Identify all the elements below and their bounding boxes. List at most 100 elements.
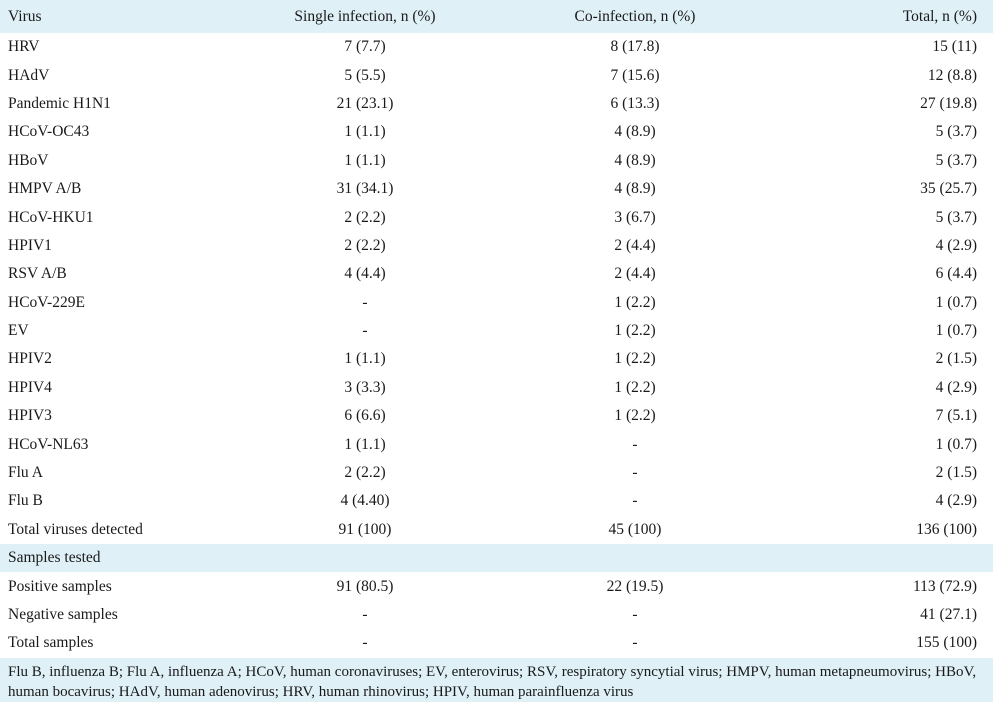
cell-co: - <box>632 634 638 652</box>
cell-virus: Pandemic H1N1 <box>8 94 111 112</box>
cell-virus: EV <box>8 322 29 340</box>
header-single: Single infection, n (%) <box>294 7 436 25</box>
cell-single: 6 (6.6) <box>344 407 386 425</box>
section-row: Samples tested <box>0 544 993 573</box>
cell-single: 7 (7.7) <box>344 38 386 56</box>
table-row: HPIV2 1 (1.1) 1 (2.2) 2 (1.5) <box>0 345 993 373</box>
table-row: HMPV A/B 31 (34.1) 4 (8.9) 35 (25.7) <box>0 175 993 203</box>
cell-total: 155 (100) <box>916 634 977 652</box>
cell-total: 2 (1.5) <box>935 350 977 368</box>
samples-body: Positive samples 91 (80.5) 22 (19.5) 113 (7… <box>0 572 993 657</box>
cell-co: 2 (4.4) <box>614 265 656 283</box>
cell-virus: Flu A <box>8 464 43 482</box>
table-row: HPIV4 3 (3.3) 1 (2.2) 4 (2.9) <box>0 374 993 402</box>
cell-co: 1 (2.2) <box>614 378 656 396</box>
table-row: HCoV-NL63 1 (1.1) - 1 (0.7) <box>0 430 993 458</box>
cell-total: 6 (4.4) <box>935 265 977 283</box>
header-co: Co-infection, n (%) <box>574 7 696 25</box>
table-row: HAdV 5 (5.5) 7 (15.6) 12 (8.8) <box>0 61 993 89</box>
table-row: Positive samples 91 (80.5) 22 (19.5) 113 (7… <box>0 572 993 600</box>
cell-co: 3 (6.7) <box>614 208 656 226</box>
cell-co: - <box>632 435 638 453</box>
table-row: Pandemic H1N1 21 (23.1) 6 (13.3) 27 (19.8) <box>0 90 993 118</box>
table-row: Total viruses detected 91 (100) 45 (100) 13… <box>0 516 993 544</box>
virus-table: Virus Single infection, n (%) Co-infecti… <box>0 0 993 657</box>
table-row: Flu A 2 (2.2) - 2 (1.5) <box>0 459 993 487</box>
cell-total: 5 (3.7) <box>935 208 977 226</box>
cell-co: 8 (17.8) <box>610 38 660 56</box>
cell-single: 2 (2.2) <box>344 208 386 226</box>
cell-total: 2 (1.5) <box>935 464 977 482</box>
section-label: Samples tested <box>0 544 993 573</box>
cell-co: 4 (8.9) <box>614 123 656 141</box>
cell-virus: HAdV <box>8 66 50 84</box>
cell-single: 1 (1.1) <box>344 350 386 368</box>
cell-co: 45 (100) <box>608 520 662 538</box>
table-row: EV - 1 (2.2) 1 (0.7) <box>0 317 993 345</box>
cell-total: 4 (2.9) <box>935 236 977 254</box>
table-row: HBoV 1 (1.1) 4 (8.9) 5 (3.7) <box>0 147 993 175</box>
cell-total: 1 (0.7) <box>935 435 977 453</box>
cell-co: 7 (15.6) <box>610 66 660 84</box>
cell-virus: HPIV3 <box>8 407 52 425</box>
samples-section: Samples tested <box>0 544 993 573</box>
cell-total: 1 (0.7) <box>935 322 977 340</box>
cell-co: - <box>632 492 638 510</box>
cell-single: 1 (1.1) <box>344 435 386 453</box>
table-row: HRV 7 (7.7) 8 (17.8) 15 (11) <box>0 33 993 61</box>
cell-virus: HCoV-NL63 <box>8 435 89 453</box>
cell-single: 91 (100) <box>338 520 392 538</box>
cell-total: 41 (27.1) <box>920 606 977 623</box>
cell-total: 27 (19.8) <box>920 94 977 112</box>
cell-total: 4 (2.9) <box>935 492 977 510</box>
cell-single: 4 (4.40) <box>340 492 390 510</box>
cell-total: 15 (11) <box>932 38 977 56</box>
cell-virus: HRV <box>8 38 40 56</box>
cell-single: 2 (2.2) <box>344 464 386 482</box>
cell-single: 2 (2.2) <box>344 236 386 254</box>
table-row: Flu B 4 (4.40) - 4 (2.9) <box>0 487 993 515</box>
cell-single: - <box>362 293 368 311</box>
table-row: HCoV-OC43 1 (1.1) 4 (8.9) 5 (3.7) <box>0 118 993 146</box>
table-row: HPIV3 6 (6.6) 1 (2.2) 7 (5.1) <box>0 402 993 430</box>
cell-total: 4 (2.9) <box>935 378 977 396</box>
cell-total: 12 (8.8) <box>927 66 977 84</box>
cell-single: 4 (4.4) <box>344 265 386 283</box>
table-footnote: Flu B, influenza B; Flu A, influenza A; … <box>0 657 993 702</box>
cell-single: 31 (34.1) <box>336 180 394 198</box>
cell-total: 5 (3.7) <box>935 123 977 141</box>
header-total: Total, n (%) <box>902 7 977 25</box>
cell-single: 5 (5.5) <box>344 66 386 84</box>
cell-virus: Flu B <box>8 492 43 510</box>
table-body: HRV 7 (7.7) 8 (17.8) 15 (11) HAdV 5 (5.5) 7 (1… <box>0 33 993 544</box>
cell-total: 136 (100) <box>916 520 977 538</box>
cell-total: 35 (25.7) <box>920 180 977 198</box>
table-row: HPIV1 2 (2.2) 2 (4.4) 4 (2.9) <box>0 232 993 260</box>
cell-total: 1 (0.7) <box>935 293 977 311</box>
cell-co: 4 (8.9) <box>614 180 656 198</box>
cell-co: 6 (13.3) <box>610 94 660 112</box>
cell-co: 2 (4.4) <box>614 236 656 254</box>
cell-total: 113 (72.9) <box>913 577 977 595</box>
cell-virus: HPIV2 <box>8 350 52 368</box>
cell-single: - <box>362 634 368 652</box>
table-row: HCoV-229E - 1 (2.2) 1 (0.7) <box>0 289 993 317</box>
cell-total: 5 (3.7) <box>935 151 977 169</box>
cell-virus: HCoV-HKU1 <box>8 208 94 226</box>
cell-virus: HCoV-229E <box>8 293 85 311</box>
cell-total: 7 (5.1) <box>935 407 977 425</box>
cell-single: 91 (80.5) <box>336 577 394 595</box>
cell-co: 22 (19.5) <box>606 577 664 595</box>
cell-co: 1 (2.2) <box>614 407 656 425</box>
cell-co: 1 (2.2) <box>614 322 656 340</box>
header-virus: Virus <box>8 7 42 25</box>
cell-co: - <box>632 464 638 482</box>
cell-virus: HCoV-OC43 <box>8 123 90 141</box>
cell-virus: HPIV1 <box>8 236 52 254</box>
cell-virus: HMPV A/B <box>8 180 82 198</box>
cell-virus: Positive samples <box>8 577 112 595</box>
table-header: Virus Single infection, n (%) Co-infecti… <box>0 0 993 33</box>
cell-single: - <box>362 606 368 623</box>
table-row: RSV A/B 4 (4.4) 2 (4.4) 6 (4.4) <box>0 260 993 288</box>
cell-single: 1 (1.1) <box>344 151 386 169</box>
